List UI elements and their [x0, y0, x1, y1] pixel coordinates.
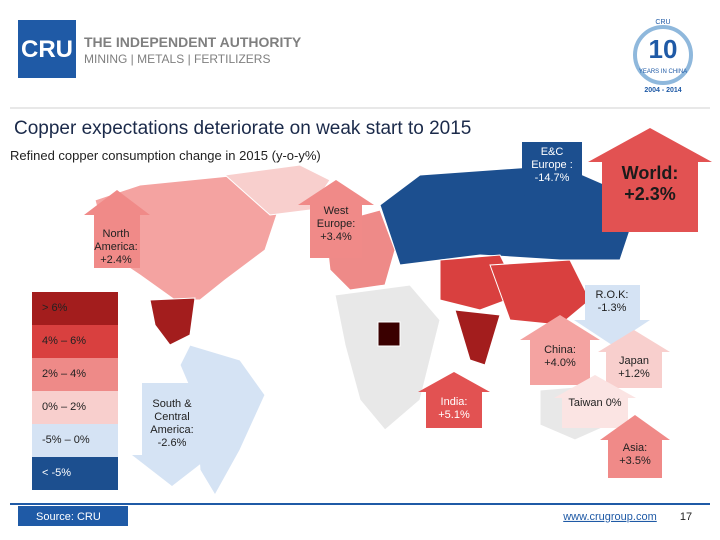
callout: China: +4.0% — [544, 344, 576, 369]
legend-item: -5% – 0% — [32, 424, 118, 457]
callout: R.O.K: -1.3% — [595, 289, 629, 314]
arrows — [84, 128, 712, 486]
callout: Japan +1.2% — [618, 355, 650, 380]
title: Copper expectations deteriorate on weak … — [14, 118, 471, 139]
source: Source: CRU — [36, 511, 101, 523]
tagline: THE INDEPENDENT AUTHORITY — [84, 34, 302, 50]
badge-text: YEARS IN CHINA — [639, 69, 687, 75]
logo-box — [18, 20, 76, 78]
arrow-up — [298, 180, 374, 258]
arrow-up — [588, 128, 712, 232]
legend-item: > 6% — [32, 292, 118, 325]
source-box — [18, 506, 128, 526]
callout: E&C Europe : -14.7% — [531, 146, 573, 184]
arrow-down — [510, 142, 594, 215]
legend: > 6% 4% – 6% 2% – 4% 0% – 2% -5% – 0% < -5% — [32, 292, 118, 490]
arrow-up — [84, 190, 150, 268]
badge-years: 2004 - 2014 — [644, 87, 681, 94]
callout: South & Central America: -2.6% — [150, 398, 194, 449]
callout: Asia: +3.5% — [619, 442, 651, 467]
arrow-down — [574, 285, 650, 345]
arrow-up — [600, 415, 670, 478]
arrow-up — [520, 315, 600, 385]
url[interactable]: www.crugroup.com — [562, 511, 657, 523]
legend-item: < -5% — [32, 457, 118, 490]
arrow-up — [418, 372, 490, 428]
callout: North America: +2.4% — [94, 228, 138, 266]
arrow-down — [132, 383, 212, 486]
callout: West Europe: +3.4% — [316, 205, 356, 243]
legend-item: 2% – 4% — [32, 358, 118, 391]
badge-top: CRU — [655, 19, 670, 26]
tagline: MINING | METALS | FERTILIZERS — [84, 52, 270, 66]
badge-ring — [633, 25, 693, 85]
logo: CRU — [21, 36, 73, 63]
subtitle: Refined copper consumption change in 201… — [10, 148, 321, 163]
badge-number: 10 — [649, 34, 678, 64]
page-number: 17 — [680, 511, 692, 523]
arrow-up — [598, 330, 670, 388]
callout: Taiwan 0% — [568, 397, 622, 409]
legend-item: 4% – 6% — [32, 325, 118, 358]
callout: World: +2.3% — [621, 163, 679, 204]
callout: India: +5.1% — [438, 396, 470, 421]
arrow-up — [554, 375, 636, 428]
legend-item: 0% – 2% — [32, 391, 118, 424]
